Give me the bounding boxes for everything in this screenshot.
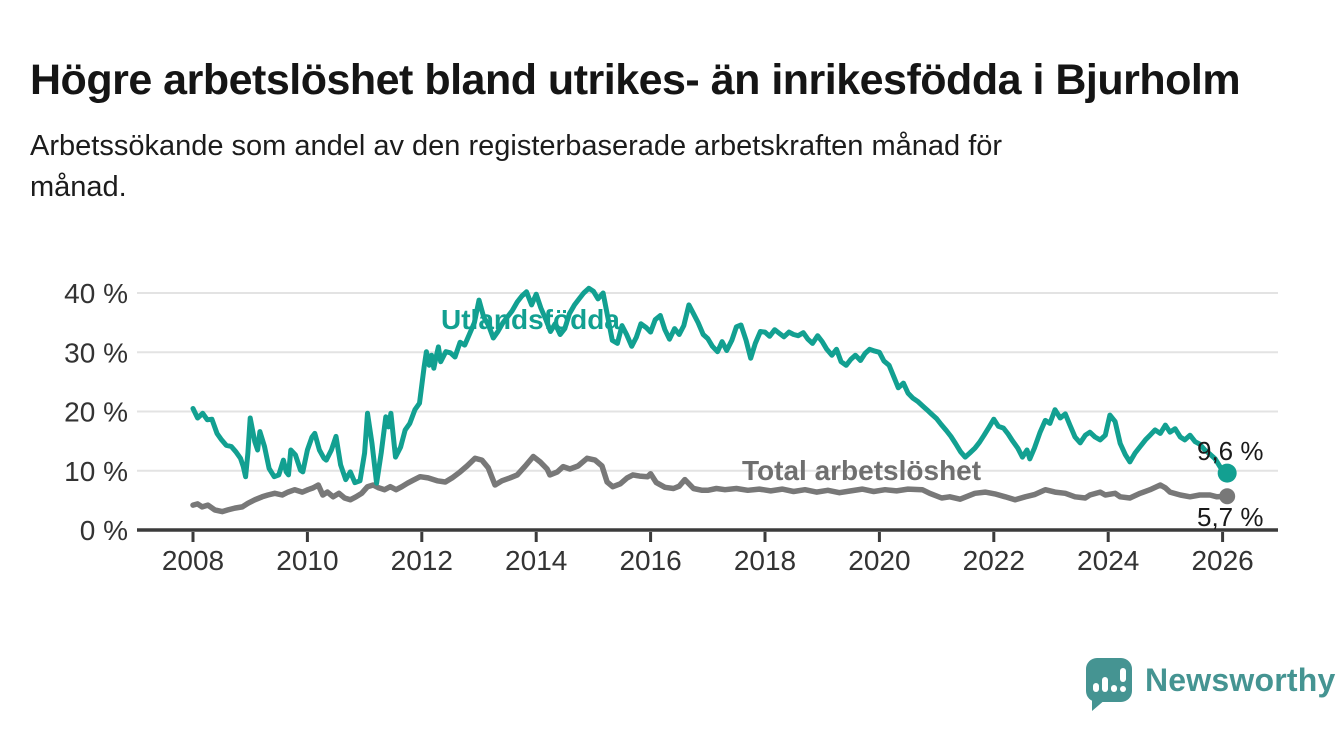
- y-tick-label-0: 0 %: [80, 515, 128, 546]
- x-tick-label-2020: 2020: [848, 545, 910, 576]
- x-tick-label-2024: 2024: [1077, 545, 1139, 576]
- series-label-total-arbetsloshet: Total arbetslöshet: [742, 455, 982, 486]
- logo-exclamation-mark: [1119, 668, 1126, 692]
- line-total-arbetsl-shet: [190, 453, 1230, 515]
- page-title: Högre arbetslöshet bland utrikes- än inr…: [30, 55, 1241, 104]
- page-subtitle: Arbetssökande som andel av den registerb…: [30, 126, 1240, 208]
- y-tick-label-30: 30 %: [64, 337, 128, 368]
- newsworthy-logo-text: Newsworthy: [1145, 661, 1336, 698]
- y-tick-label-40: 40 %: [64, 278, 128, 309]
- x-tick-label-2022: 2022: [963, 545, 1025, 576]
- logo-bar-2: [1101, 677, 1108, 692]
- x-tick-label-2026: 2026: [1191, 545, 1253, 576]
- logo-bar-3: [1110, 685, 1117, 692]
- line-utlandsf-dda: [190, 285, 1230, 486]
- end-dot-total: [1219, 488, 1236, 505]
- end-value-label-utlandsfodda: 9,6 %: [1197, 436, 1264, 466]
- subtitle-line-2: månad.: [30, 171, 127, 203]
- x-tick-label-2012: 2012: [391, 545, 453, 576]
- newsworthy-logo: Newsworthy: [1086, 655, 1336, 711]
- logo-bar-1: [1092, 683, 1099, 692]
- y-tick-label-10: 10 %: [64, 456, 128, 487]
- x-tick-label-2008: 2008: [162, 545, 224, 576]
- end-dot-utlandsfodda: [1217, 463, 1237, 483]
- series-label-utlandsfodda: Utlandsfödda: [441, 304, 620, 335]
- x-tick-label-2016: 2016: [619, 545, 681, 576]
- end-value-label-total: 5,7 %: [1197, 502, 1264, 532]
- x-tick-label-2010: 2010: [276, 545, 338, 576]
- subtitle-line-1: Arbetssökande som andel av den registerb…: [30, 130, 1003, 162]
- newsworthy-speech-bubble-chart-icon: [1086, 658, 1132, 711]
- y-tick-label-20: 20 %: [64, 397, 128, 428]
- x-tick-label-2014: 2014: [505, 545, 567, 576]
- x-tick-label-2018: 2018: [734, 545, 796, 576]
- unemployment-line-chart: 2008 2010 2012 2014 2016 2018 2020 2022 2024 2026…: [64, 278, 1278, 576]
